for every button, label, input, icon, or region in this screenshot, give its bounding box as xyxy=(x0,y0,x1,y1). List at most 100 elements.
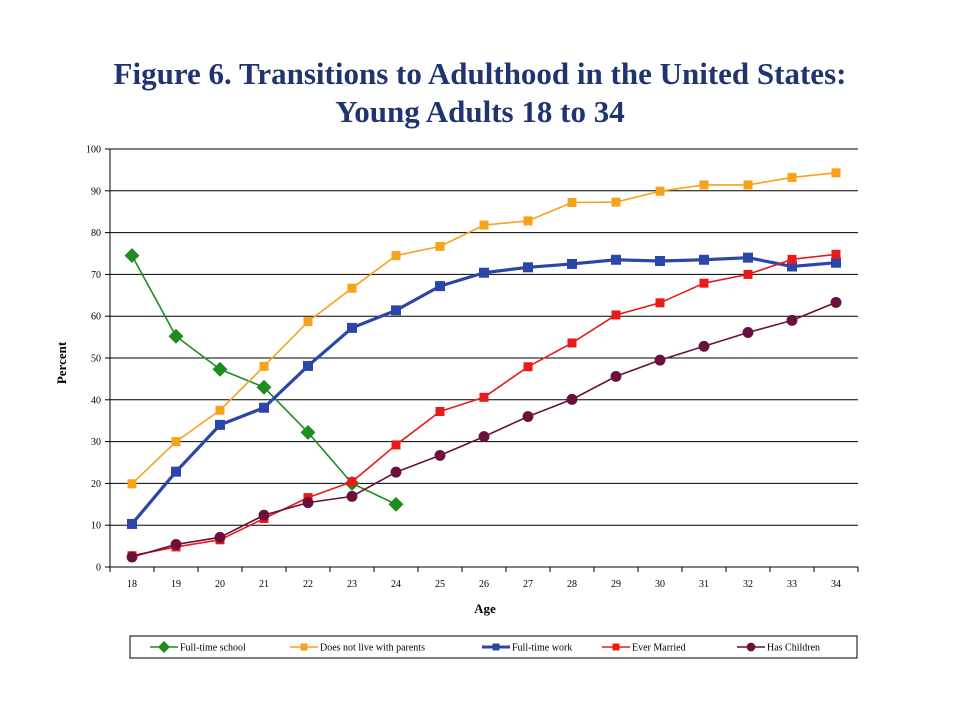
data-point xyxy=(831,257,841,268)
series-does-not-live-with-parents xyxy=(127,168,841,489)
x-tick-label: 19 xyxy=(171,579,181,590)
x-tick-label: 24 xyxy=(391,579,401,590)
data-point xyxy=(787,172,797,182)
data-point xyxy=(390,466,402,478)
data-point xyxy=(347,322,357,333)
y-tick-label: 20 xyxy=(91,479,101,490)
data-point xyxy=(479,220,489,230)
legend: Full-time school Does not live with paren… xyxy=(129,635,858,659)
legend-item: Ever Married xyxy=(602,643,686,654)
y-tick-label: 0 xyxy=(96,563,101,574)
legend-swatch-marker xyxy=(492,643,500,651)
legend-label: Full-time school xyxy=(180,643,246,654)
legend-label: Full-time work xyxy=(512,643,572,654)
x-tick-label: 21 xyxy=(259,579,269,590)
y-tick-label: 80 xyxy=(91,228,101,239)
data-point xyxy=(479,392,489,402)
x-tick-label: 28 xyxy=(567,579,577,590)
chart-title-line2: Young Adults 18 to 34 xyxy=(335,94,625,129)
y-tick-label: 90 xyxy=(91,186,101,197)
data-point xyxy=(699,254,709,265)
data-point xyxy=(124,248,140,264)
data-point xyxy=(126,551,138,563)
data-point xyxy=(259,402,269,413)
data-point xyxy=(256,379,272,395)
y-tick-label: 10 xyxy=(91,521,101,532)
chart-title-line1: Figure 6. Transitions to Adulthood in th… xyxy=(113,56,847,91)
data-point xyxy=(699,180,709,190)
data-point xyxy=(611,197,621,207)
data-point xyxy=(127,479,137,489)
y-axis-label: Percent xyxy=(54,341,69,384)
data-point xyxy=(743,252,753,263)
data-point xyxy=(391,251,401,261)
data-point xyxy=(567,258,577,269)
legend-swatch-marker xyxy=(158,641,170,653)
data-point xyxy=(434,449,446,461)
data-point xyxy=(610,370,622,382)
y-tick-label: 100 xyxy=(86,145,101,156)
x-tick-label: 31 xyxy=(699,579,709,590)
data-point xyxy=(127,518,137,529)
data-point xyxy=(655,186,665,196)
legend-swatch-marker xyxy=(746,642,756,652)
data-point xyxy=(654,354,666,366)
data-point xyxy=(786,314,798,326)
legend-label: Ever Married xyxy=(632,643,686,654)
data-point xyxy=(303,317,313,327)
x-tick-label: 18 xyxy=(127,579,137,590)
chart-title: Figure 6. Transitions to Adulthood in th… xyxy=(0,55,960,131)
data-point xyxy=(743,180,753,190)
data-point xyxy=(303,360,313,371)
data-point xyxy=(435,281,445,292)
x-axis-label: Age xyxy=(474,601,496,616)
x-tick-label: 20 xyxy=(215,579,225,590)
x-tick-label: 22 xyxy=(303,579,313,590)
data-point xyxy=(831,249,841,259)
data-point xyxy=(655,298,665,308)
data-point xyxy=(522,411,534,422)
data-point xyxy=(566,393,578,405)
data-point xyxy=(391,305,401,316)
legend-item: Does not live with parents xyxy=(290,643,425,654)
data-point xyxy=(523,362,533,372)
data-point xyxy=(259,361,269,371)
x-tick-label: 32 xyxy=(743,579,753,590)
y-tick-label: 30 xyxy=(91,437,101,448)
data-point xyxy=(698,340,710,352)
y-tick-label: 70 xyxy=(91,270,101,281)
x-tick-label: 33 xyxy=(787,579,797,590)
data-point xyxy=(391,440,401,450)
x-tick-label: 30 xyxy=(655,579,665,590)
y-tick-label: 40 xyxy=(91,395,101,406)
legend-item: Has Children xyxy=(737,643,820,654)
data-point xyxy=(170,538,182,550)
data-point xyxy=(523,262,533,273)
data-point xyxy=(787,261,797,272)
data-point xyxy=(523,216,533,226)
data-point xyxy=(347,477,357,487)
data-point xyxy=(831,168,841,178)
data-point xyxy=(435,407,445,417)
data-point xyxy=(171,466,181,477)
data-point xyxy=(567,198,577,208)
data-point xyxy=(215,405,225,415)
x-tick-label: 34 xyxy=(831,579,841,590)
legend-label: Has Children xyxy=(767,643,820,654)
series-has-children xyxy=(126,296,842,563)
data-point xyxy=(435,241,445,251)
y-tick-label: 60 xyxy=(91,312,101,323)
data-point xyxy=(388,496,404,512)
data-point xyxy=(567,338,577,348)
data-point xyxy=(302,497,314,509)
data-point xyxy=(611,310,621,320)
x-tick-label: 23 xyxy=(347,579,357,590)
data-point xyxy=(214,531,226,543)
series-line xyxy=(131,253,837,557)
data-point xyxy=(655,256,665,267)
legend-swatch-marker xyxy=(612,643,620,651)
y-tick-label: 50 xyxy=(91,354,101,365)
series-full-time-work xyxy=(127,252,841,529)
data-point xyxy=(300,424,316,440)
